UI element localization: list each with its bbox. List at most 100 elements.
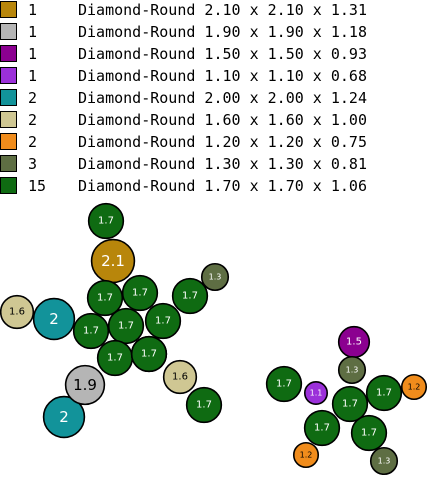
stone-label: 1.1 (310, 389, 323, 398)
stone-label: 2.1 (101, 252, 125, 270)
legend-row: 1 Diamond-Round 1.90 x 1.90 x 1.18 (0, 22, 429, 44)
stone: 1.7 (350, 414, 388, 452)
legend-row: 2 Diamond-Round 2.00 x 2.00 x 1.24 (0, 88, 429, 110)
legend-row: 2 Diamond-Round 1.20 x 1.20 x 0.75 (0, 132, 429, 154)
legend-count: 2 (28, 133, 38, 151)
stone: 1.5 (337, 325, 371, 359)
stone: 1.2 (400, 373, 428, 401)
stone-circle (400, 373, 428, 401)
legend-swatch (0, 67, 17, 84)
legend-description: Diamond-Round 1.20 x 1.20 x 0.75 (78, 133, 367, 151)
stone-circle (162, 359, 198, 395)
legend-description: Diamond-Round 2.00 x 2.00 x 1.24 (78, 89, 367, 107)
stone-circle (200, 262, 230, 292)
stone-label: 1.7 (196, 400, 212, 411)
legend-swatch (0, 133, 17, 150)
stone-label: 1.7 (314, 423, 330, 434)
stone: 1.7 (86, 279, 124, 317)
stone: 1.7 (72, 312, 110, 350)
legend-count: 2 (28, 111, 38, 129)
stone-label: 1.7 (132, 288, 148, 299)
stone-label: 2 (59, 408, 69, 426)
stone-circle (130, 335, 168, 373)
stone-circle (337, 355, 367, 385)
stone-circle (303, 380, 329, 406)
legend-swatch (0, 111, 17, 128)
legend-count: 1 (28, 23, 38, 41)
legend-row: 15 Diamond-Round 1.70 x 1.70 x 1.06 (0, 176, 429, 198)
legend-description: Diamond-Round 1.50 x 1.50 x 0.93 (78, 45, 367, 63)
stone: 1.7 (96, 339, 134, 377)
stone-label: 1.7 (276, 379, 292, 390)
stone-label: 1.9 (73, 376, 97, 394)
stone: 1.2 (292, 441, 320, 469)
legend-row: 1 Diamond-Round 1.10 x 1.10 x 0.68 (0, 66, 429, 88)
stone: 2 (32, 297, 76, 341)
stone-label: 1.5 (346, 337, 362, 348)
legend-count: 15 (28, 177, 47, 195)
legend-description: Diamond-Round 1.90 x 1.90 x 1.18 (78, 23, 367, 41)
stone: 1.9 (64, 364, 106, 406)
stone-label: 1.6 (172, 372, 188, 383)
stone-label: 1.3 (209, 273, 222, 282)
stone-label: 1.2 (408, 383, 421, 392)
stone-label: 1.7 (118, 321, 134, 332)
stone-label: 1.7 (83, 326, 99, 337)
stone: 1.3 (337, 355, 367, 385)
legend-count: 1 (28, 45, 38, 63)
stone-circle (265, 365, 303, 403)
stone: 1.1 (303, 380, 329, 406)
stone: 1.7 (365, 374, 403, 412)
stone-label: 1.7 (97, 293, 113, 304)
stone-circle (303, 409, 341, 447)
legend-description: Diamond-Round 1.70 x 1.70 x 1.06 (78, 177, 367, 195)
legend-description: Diamond-Round 1.10 x 1.10 x 0.68 (78, 67, 367, 85)
stone-circle (369, 446, 399, 476)
stone: 1.7 (265, 365, 303, 403)
legend-swatch (0, 89, 17, 106)
legend-description: Diamond-Round 1.30 x 1.30 x 0.81 (78, 155, 367, 173)
legend-row: 1 Diamond-Round 2.10 x 2.10 x 1.31 (0, 0, 429, 22)
stone: 1.3 (200, 262, 230, 292)
stone-circle (42, 395, 86, 439)
stone-label: 1.7 (182, 291, 198, 302)
legend-swatch (0, 1, 17, 18)
stone: 1.7 (87, 202, 125, 240)
stone-circle (350, 414, 388, 452)
stone-label: 1.7 (107, 353, 123, 364)
stone: 1.6 (162, 359, 198, 395)
stone: 1.6 (0, 294, 35, 330)
stone: 2.1 (90, 238, 136, 284)
stone-label: 1.6 (9, 307, 25, 318)
stone-label: 1.3 (346, 366, 359, 375)
legend-count: 2 (28, 89, 38, 107)
stone-label: 1.7 (98, 216, 114, 227)
stone: 1.7 (331, 385, 369, 423)
stone-circle (107, 307, 145, 345)
legend-swatch (0, 155, 17, 172)
stone-circle (185, 386, 223, 424)
stone-label: 1.7 (342, 399, 358, 410)
stone-label: 1.3 (378, 457, 391, 466)
stone-circle (331, 385, 369, 423)
stone-circle (86, 279, 124, 317)
stone-label: 1.7 (141, 349, 157, 360)
stone: 1.3 (369, 446, 399, 476)
stone-circle (292, 441, 320, 469)
stone-label: 1.2 (300, 451, 313, 460)
stone-circle (64, 364, 106, 406)
legend-count: 1 (28, 1, 38, 19)
stone: 2 (42, 395, 86, 439)
legend-description: Diamond-Round 2.10 x 2.10 x 1.31 (78, 1, 367, 19)
stone-circle (365, 374, 403, 412)
stone-circle (32, 297, 76, 341)
stone-circle (87, 202, 125, 240)
stone-circle (144, 302, 182, 340)
legend-row: 2 Diamond-Round 1.60 x 1.60 x 1.00 (0, 110, 429, 132)
legend-swatch (0, 177, 17, 194)
stone-circle (121, 274, 159, 312)
legend-swatch (0, 45, 17, 62)
stone-circle (72, 312, 110, 350)
stone: 1.7 (303, 409, 341, 447)
